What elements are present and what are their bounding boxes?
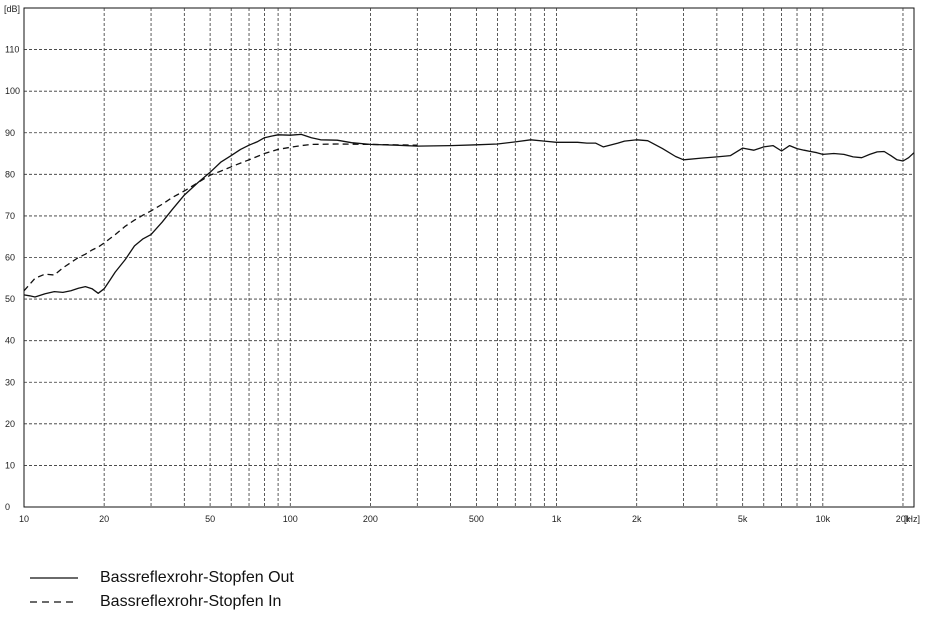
legend-item-in: Bassreflexrohr-Stopfen In <box>30 590 294 614</box>
y-tick-label-7: 70 <box>5 211 15 221</box>
y-tick-label-5: 50 <box>5 294 15 304</box>
legend-swatch-solid <box>30 577 78 579</box>
y-tick-label-1: 10 <box>5 460 15 470</box>
y-tick-label-8: 80 <box>5 169 15 179</box>
y-tick-label-6: 60 <box>5 253 15 263</box>
x-tick-label-5: 500 <box>469 514 484 524</box>
y-unit-label: [dB] <box>4 4 20 14</box>
legend-swatch-dashed <box>30 601 78 603</box>
x-tick-label-8: 5k <box>738 514 748 524</box>
series-line-0 <box>23 133 915 298</box>
y-tick-labels: 0 10 20 30 40 50 60 70 80 90 100 110 <box>5 45 20 512</box>
y-tick-label-9: 90 <box>5 128 15 138</box>
y-tick-label-3: 30 <box>5 377 15 387</box>
y-tick-label-10: 100 <box>5 86 20 96</box>
x-tick-label-1: 20 <box>99 514 109 524</box>
legend: Bassreflexrohr-Stopfen Out Bassreflexroh… <box>30 566 294 614</box>
x-tick-label-7: 2k <box>632 514 642 524</box>
x-unit-label: [Hz] <box>904 514 920 524</box>
series-layer <box>23 133 915 298</box>
y-tick-label-2: 20 <box>5 419 15 429</box>
x-tick-label-4: 200 <box>363 514 378 524</box>
x-tick-labels: 10 20 50 100 200 500 1k 2k 5k 10k 20k[Hz] <box>19 514 920 524</box>
legend-item-out: Bassreflexrohr-Stopfen Out <box>30 566 294 590</box>
frequency-response-chart: 0 10 20 30 40 50 60 70 80 90 100 110 10 20 50 100 200 50… <box>4 4 920 524</box>
y-tick-label-4: 40 <box>5 336 15 346</box>
y-tick-label-0: 0 <box>5 502 10 512</box>
y-tick-label-11: 110 <box>5 45 19 55</box>
x-tick-label-2: 50 <box>205 514 215 524</box>
x-tick-label-0: 10 <box>19 514 29 524</box>
grid-lines <box>24 8 914 507</box>
x-tick-label-6: 1k <box>552 514 562 524</box>
x-tick-label-3: 100 <box>283 514 298 524</box>
series-line-1 <box>23 143 418 292</box>
legend-label-out: Bassreflexrohr-Stopfen Out <box>100 569 294 586</box>
x-tick-label-10: 20k <box>896 514 911 524</box>
legend-label-in: Bassreflexrohr-Stopfen In <box>100 593 282 610</box>
x-tick-label-9: 10k <box>816 514 831 524</box>
